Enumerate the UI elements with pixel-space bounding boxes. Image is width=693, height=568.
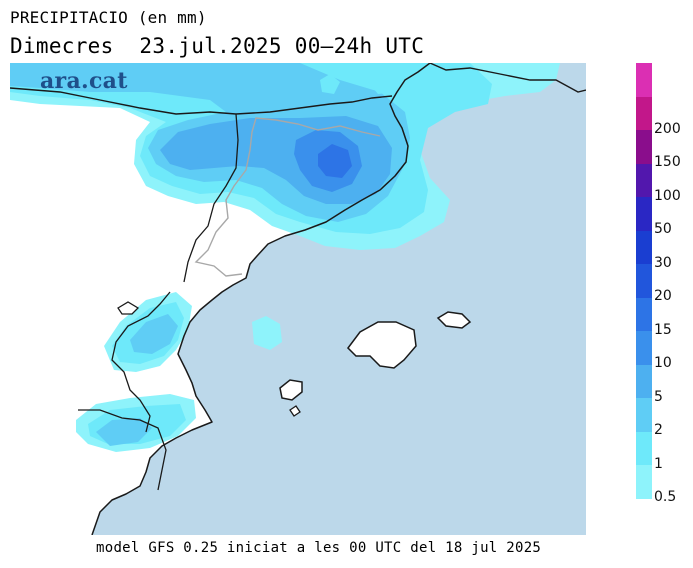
legend-label: 20 [654,288,672,305]
legend-label: 100 [654,187,681,204]
legend-label: 5 [654,388,663,405]
legend-swatch [636,431,652,466]
legend-label: 200 [654,120,681,137]
island-ibiza [279,379,303,401]
legend-swatch [636,163,652,198]
inland-boundary-3 [78,409,167,491]
island-small-west [117,301,140,315]
inland-boundary-1 [183,113,239,283]
island-formentera [289,405,301,417]
legend-swatch [636,330,652,365]
legend-swatch [636,230,652,265]
legend-label: 50 [654,221,672,238]
legend-label: 1 [654,455,663,472]
legend-label: 2 [654,422,663,439]
island-menorca [436,311,472,329]
legend-swatch [636,464,652,499]
country-border [194,117,381,277]
legend-swatch [636,263,652,298]
map-date-range: Dimecres 23.jul.2025 00–24h UTC [10,34,425,58]
legend-label: 10 [654,355,672,372]
legend-label: 30 [654,254,672,271]
legend-swatch [636,196,652,231]
legend-swatch [636,96,652,131]
inland-boundary-2 [111,291,171,433]
legend-swatch [636,397,652,432]
model-info: model GFS 0.25 iniciat a les 00 UTC del … [96,540,542,556]
legend-swatch [636,129,652,164]
legend-label: 150 [654,154,681,171]
legend-swatch [636,63,652,97]
northeast-coast [429,63,586,93]
coastline [91,63,431,535]
legend-swatch [636,297,652,332]
legend-label: 0.5 [654,489,677,505]
legend-label: 15 [654,321,672,338]
island-mallorca [347,321,417,369]
map-title: PRECIPITACIO (en mm) [10,8,207,27]
legend-swatch [636,364,652,399]
ara-cat-logo: ara.cat [40,68,128,94]
